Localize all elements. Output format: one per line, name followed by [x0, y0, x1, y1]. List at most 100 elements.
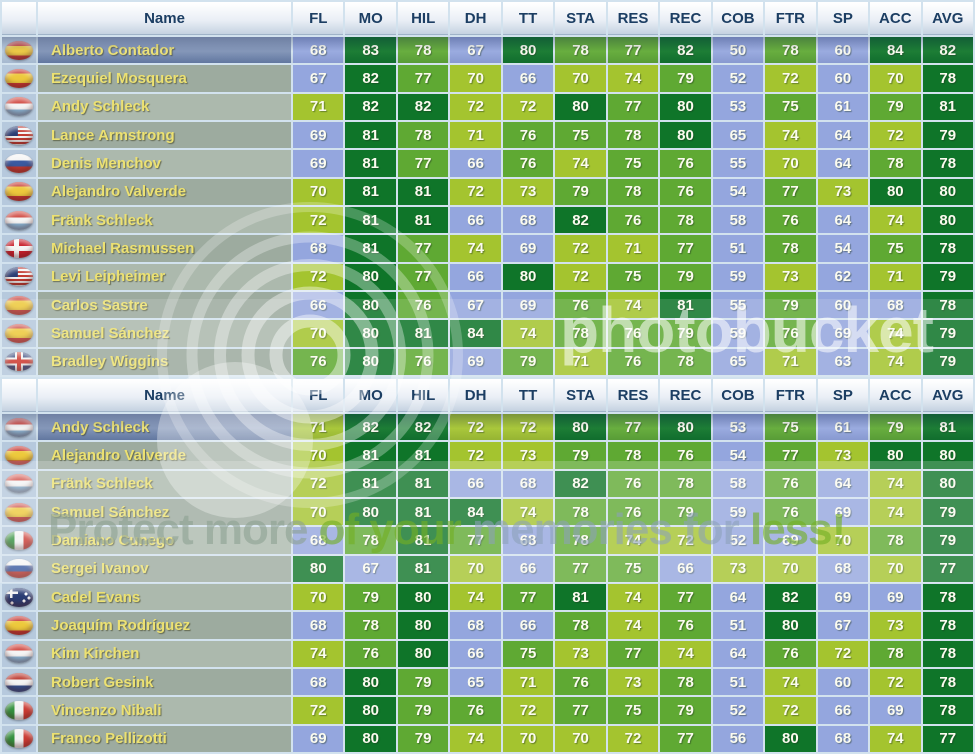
stat-fl: 80 — [293, 555, 344, 582]
rider-row[interactable]: Denis Menchov 69 81 77 66 76 74 75 76 55 70 64 78 78 — [2, 150, 973, 177]
rider-row[interactable]: Vincenzo Nibali 72 80 79 76 72 77 75 79 52 72 66 69 7… — [2, 697, 973, 724]
rider-row[interactable]: Andy Schleck 71 82 82 72 72 80 77 80 53 75 61 79 81 — [2, 93, 973, 120]
rider-row[interactable]: Samuel Sánchez 70 80 81 84 74 78 76 79 59 76 69 74 79 — [2, 498, 973, 526]
column-header-ftr[interactable]: FTR — [765, 2, 816, 35]
flag-icon-lu — [5, 210, 33, 230]
stat-ftr: 82 — [765, 583, 816, 611]
column-header-tt[interactable]: TT — [502, 379, 554, 412]
column-header-rec[interactable]: REC — [660, 2, 711, 35]
rider-name: Alberto Contador — [38, 37, 291, 64]
stat-tt: 74 — [502, 498, 554, 526]
stat-rec: 76 — [660, 442, 711, 469]
rider-name: Fränk Schleck — [38, 206, 291, 234]
stat-avg: 77 — [922, 555, 973, 582]
rider-row[interactable]: Bradley Wiggins 76 80 76 69 79 71 76 78 65 71 63 74 7… — [2, 348, 973, 375]
stat-avg: 79 — [922, 348, 973, 375]
rider-row[interactable]: Levi Leipheimer 72 80 77 66 80 72 75 79 59 73 62 71 7… — [2, 263, 973, 290]
stat-dh: 72 — [450, 414, 501, 441]
stat-sta: 82 — [555, 470, 606, 497]
stat-cob: 55 — [712, 291, 764, 319]
rider-row[interactable]: Cadel Evans 70 79 80 74 77 81 74 77 64 82 69 69 78 — [2, 583, 973, 611]
column-header-cob[interactable]: COB — [712, 2, 764, 35]
stat-rec: 77 — [660, 583, 711, 611]
column-header-hil[interactable]: HIL — [397, 379, 449, 412]
stat-mo: 67 — [345, 555, 396, 582]
rider-name: Levi Leipheimer — [38, 263, 291, 290]
column-header-sta[interactable]: STA — [555, 2, 606, 35]
column-header-sp[interactable]: SP — [817, 2, 869, 35]
stat-sp: 66 — [817, 697, 869, 724]
column-header-ftr[interactable]: FTR — [765, 379, 816, 412]
column-header-dh[interactable]: DH — [450, 379, 501, 412]
stat-rec: 80 — [660, 121, 711, 149]
rider-row[interactable]: Alejandro Valverde 70 81 81 72 73 79 78 76 54 77 73… — [2, 178, 973, 205]
rider-name: Samuel Sánchez — [38, 498, 291, 526]
stat-hil: 76 — [397, 291, 449, 319]
stat-rec: 81 — [660, 291, 711, 319]
stat-rec: 80 — [660, 93, 711, 120]
rider-row[interactable]: Fränk Schleck 72 81 81 66 68 82 76 78 58 76 64 74 80 — [2, 206, 973, 234]
stat-mo: 80 — [345, 668, 396, 696]
rider-row[interactable]: Lance Armstrong 69 81 78 71 76 75 78 80 65 74 64 72 7… — [2, 121, 973, 149]
flag-cell — [2, 527, 36, 554]
rider-row[interactable]: Alberto Contador 68 83 78 67 80 78 77 82 50 78 60 84… — [2, 37, 973, 64]
column-header-fl[interactable]: FL — [293, 379, 344, 412]
rider-row[interactable]: Alejandro Valverde 70 81 81 72 73 79 78 76 54 77 73… — [2, 442, 973, 469]
stat-mo: 81 — [345, 235, 396, 262]
column-header-avg[interactable]: AVG — [922, 379, 973, 412]
rider-row[interactable]: Michael Rasmussen 68 81 77 74 69 72 71 77 51 78 54 7… — [2, 235, 973, 262]
column-header-sta[interactable]: STA — [555, 379, 606, 412]
stat-sta: 71 — [555, 348, 606, 375]
stat-rec: 79 — [660, 65, 711, 92]
column-header-sp[interactable]: SP — [817, 379, 869, 412]
stat-fl: 72 — [293, 206, 344, 234]
rider-row[interactable]: Damiano Cunego 68 78 81 77 68 78 74 72 52 69 70 78 79 — [2, 527, 973, 554]
column-header-name[interactable]: Name — [38, 2, 291, 35]
column-header-res[interactable]: RES — [607, 2, 659, 35]
column-header-mo[interactable]: MO — [345, 379, 396, 412]
column-header-fl[interactable]: FL — [293, 2, 344, 35]
rider-row[interactable]: Ezequiel Mosquera 67 82 77 70 66 70 74 79 52 72 60 7… — [2, 65, 973, 92]
stat-fl: 72 — [293, 697, 344, 724]
stat-sta: 79 — [555, 178, 606, 205]
column-header-rec[interactable]: REC — [660, 379, 711, 412]
flag-icon-es — [5, 502, 33, 522]
stat-cob: 73 — [712, 555, 764, 582]
rider-row[interactable]: Fränk Schleck 72 81 81 66 68 82 76 78 58 76 64 74 80 — [2, 470, 973, 497]
rider-row[interactable]: Samuel Sánchez 70 80 81 84 74 78 76 79 59 76 69 74 79 — [2, 320, 973, 347]
column-header-tt[interactable]: TT — [502, 2, 554, 35]
stat-hil: 81 — [397, 178, 449, 205]
rider-name: Robert Gesink — [38, 668, 291, 696]
stat-sta: 79 — [555, 442, 606, 469]
stat-fl: 72 — [293, 470, 344, 497]
rider-name: Carlos Sastre — [38, 291, 291, 319]
stat-rec: 79 — [660, 697, 711, 724]
column-header-dh[interactable]: DH — [450, 2, 501, 35]
rider-row[interactable]: Robert Gesink 68 80 79 65 71 76 73 78 51 74 60 72 78 — [2, 668, 973, 696]
rider-row[interactable]: Franco Pellizotti 69 80 79 74 70 70 72 77 56 80 68 7… — [2, 725, 973, 752]
stat-sp: 67 — [817, 612, 869, 639]
stat-ftr: 70 — [765, 555, 816, 582]
stat-sta: 75 — [555, 121, 606, 149]
flag-cell — [2, 414, 36, 441]
stat-tt: 72 — [502, 93, 554, 120]
rider-row[interactable]: Kim Kirchen 74 76 80 66 75 73 77 74 64 76 72 78 78 — [2, 640, 973, 667]
column-header-acc[interactable]: ACC — [870, 379, 921, 412]
rider-row[interactable]: Sergei Ivanov 80 67 81 70 66 77 75 66 73 70 68 70 77 — [2, 555, 973, 582]
rider-row[interactable]: Andy Schleck 71 82 82 72 72 80 77 80 53 75 61 79 81 — [2, 414, 973, 441]
column-header-avg[interactable]: AVG — [922, 2, 973, 35]
column-header-name[interactable]: Name — [38, 379, 291, 412]
rider-row[interactable]: Carlos Sastre 66 80 76 67 69 76 74 81 55 79 60 68 78 — [2, 291, 973, 319]
rider-row[interactable]: Joaquím Rodríguez 68 78 80 68 66 78 74 76 51 80 67 7… — [2, 612, 973, 639]
flag-cell — [2, 640, 36, 667]
column-header-cob[interactable]: COB — [712, 379, 764, 412]
column-header-hil[interactable]: HIL — [397, 2, 449, 35]
stat-res: 75 — [607, 555, 659, 582]
column-header-row: Name FL MO HIL DH TT STA RES REC COB FTR SP ACC AVG — [2, 379, 973, 412]
stat-avg: 79 — [922, 498, 973, 526]
column-header-acc[interactable]: ACC — [870, 2, 921, 35]
column-header-mo[interactable]: MO — [345, 2, 396, 35]
stat-fl: 69 — [293, 121, 344, 149]
stat-dh: 74 — [450, 725, 501, 752]
column-header-res[interactable]: RES — [607, 379, 659, 412]
